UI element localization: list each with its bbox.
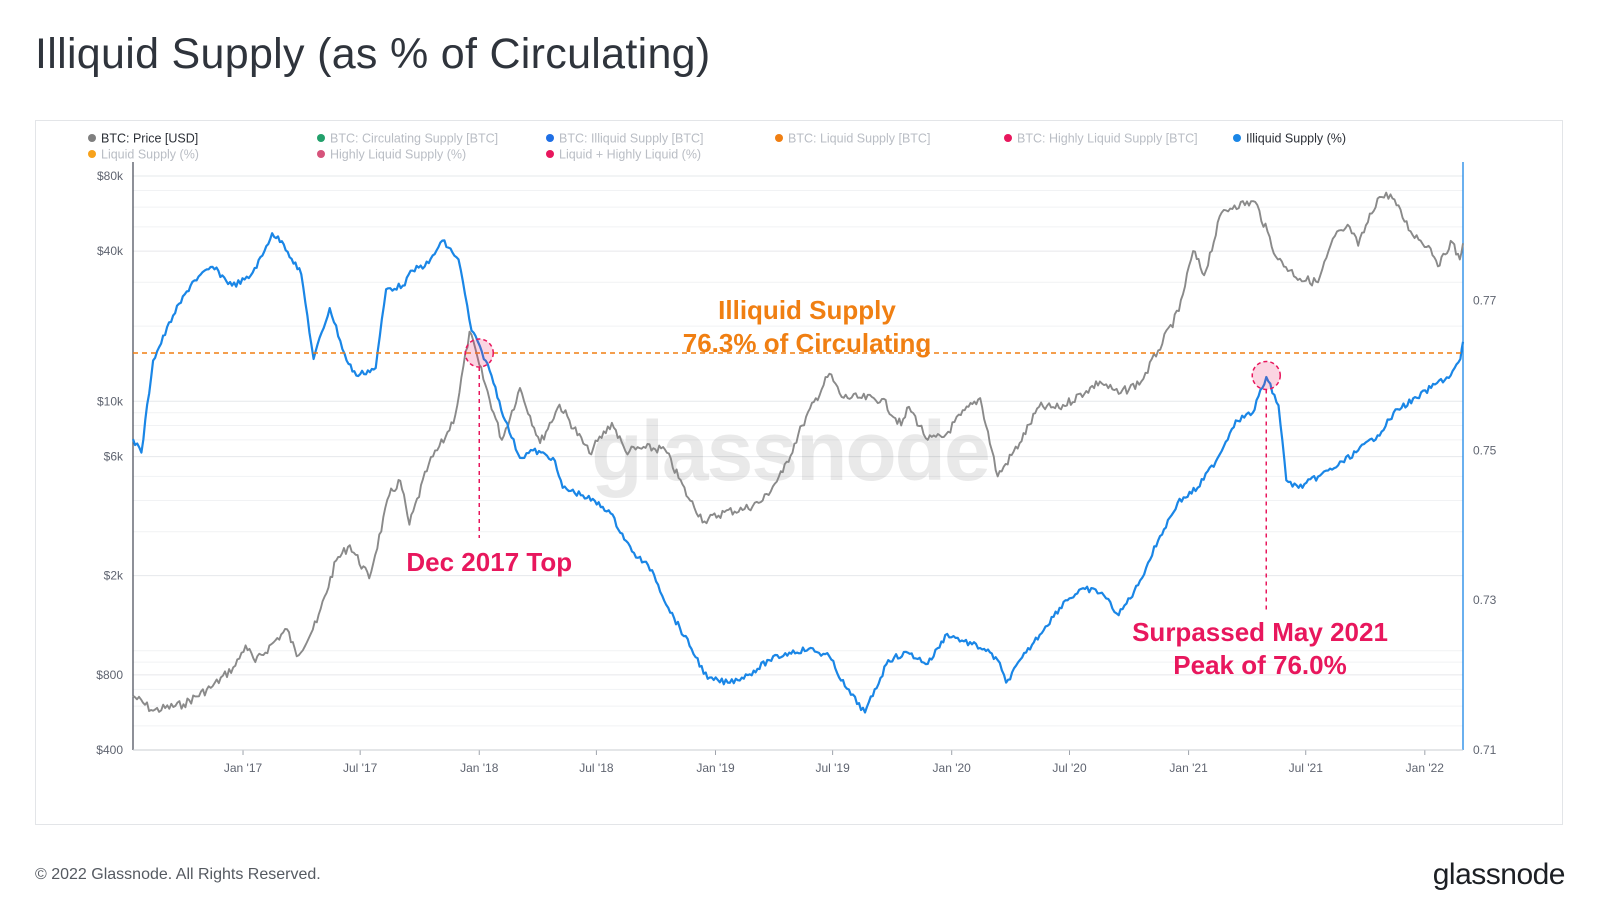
y-left-tick-label: $400 bbox=[96, 743, 123, 757]
footer-logo: glassnode bbox=[1432, 858, 1566, 891]
footer-copyright: © 2022 Glassnode. All Rights Reserved. bbox=[35, 866, 321, 883]
y-left-tick-label: $800 bbox=[96, 668, 123, 682]
x-tick-label: Jan '22 bbox=[1406, 761, 1445, 775]
annotation-illiquid-threshold-label: Illiquid Supply bbox=[718, 295, 896, 325]
legend-dot bbox=[88, 134, 96, 142]
x-tick-label: Jul '19 bbox=[815, 761, 850, 775]
annotation-illiquid-threshold-label: 76.3% of Circulating bbox=[683, 328, 932, 358]
legend-dot bbox=[88, 150, 96, 158]
series-line-illiquid-supply-pct bbox=[131, 232, 1465, 714]
annotation-dec-2017-top-label: Dec 2017 Top bbox=[406, 547, 572, 577]
page-title: Illiquid Supply (as % of Circulating) bbox=[35, 30, 711, 78]
legend-label: Illiquid Supply (%) bbox=[1246, 132, 1346, 146]
x-tick-label: Jul '17 bbox=[343, 761, 378, 775]
legend-label: Liquid + Highly Liquid (%) bbox=[559, 148, 701, 162]
y-left-tick-label: $40k bbox=[97, 244, 124, 258]
legend-label: BTC: Liquid Supply [BTC] bbox=[788, 132, 930, 146]
y-right-tick-label: 0.71 bbox=[1473, 743, 1497, 757]
y-right-tick-label: 0.75 bbox=[1473, 443, 1497, 457]
legend-dot bbox=[775, 134, 783, 142]
y-left-tick-label: $10k bbox=[97, 394, 124, 408]
legend-dot bbox=[317, 150, 325, 158]
chart-axes: $400 $800 $2k $6k $10k $40k $80k 0.71 0.73 0.75 0.… bbox=[96, 162, 1497, 775]
series-line-btc-price bbox=[132, 191, 1464, 713]
legend-dot bbox=[546, 150, 554, 158]
legend-label: BTC: Illiquid Supply [BTC] bbox=[559, 132, 704, 146]
y-right-tick-label: 0.77 bbox=[1473, 294, 1497, 308]
y-left-tick-label: $6k bbox=[104, 450, 124, 464]
x-tick-label: Jul '20 bbox=[1052, 761, 1087, 775]
y-right-tick-label: 0.73 bbox=[1473, 593, 1497, 607]
legend-dot bbox=[317, 134, 325, 142]
y-left-tick-label: $2k bbox=[104, 569, 124, 583]
chart-gridlines bbox=[133, 175, 1463, 751]
chart-legend: BTC: Price [USD] BTC: Circulating Supply … bbox=[88, 132, 1346, 162]
x-tick-label: Jan '18 bbox=[460, 761, 499, 775]
x-tick-label: Jan '20 bbox=[933, 761, 972, 775]
annotation-may-2021-peak-label: Surpassed May 2021 bbox=[1132, 617, 1388, 647]
legend-dot bbox=[1004, 134, 1012, 142]
dec-2017-top-marker bbox=[464, 338, 495, 368]
y-left-tick-label: $80k bbox=[97, 169, 124, 183]
legend-label: BTC: Highly Liquid Supply [BTC] bbox=[1017, 132, 1198, 146]
legend-label: BTC: Price [USD] bbox=[101, 132, 198, 146]
legend-dot bbox=[1233, 134, 1241, 142]
x-tick-label: Jan '21 bbox=[1169, 761, 1208, 775]
x-tick-label: Jul '18 bbox=[579, 761, 614, 775]
chart-series bbox=[131, 191, 1465, 714]
legend-label: Highly Liquid Supply (%) bbox=[330, 148, 466, 162]
chart-frame bbox=[35, 120, 1563, 825]
x-tick-label: Jan '17 bbox=[224, 761, 263, 775]
may-2021-peak-marker bbox=[1251, 360, 1282, 391]
legend-label: Liquid Supply (%) bbox=[101, 148, 199, 162]
x-tick-label: Jul '21 bbox=[1289, 761, 1324, 775]
legend-label: BTC: Circulating Supply [BTC] bbox=[330, 132, 498, 146]
annotation-may-2021-peak-label: Peak of 76.0% bbox=[1173, 650, 1346, 680]
x-tick-label: Jan '19 bbox=[696, 761, 735, 775]
legend-dot bbox=[546, 134, 554, 142]
